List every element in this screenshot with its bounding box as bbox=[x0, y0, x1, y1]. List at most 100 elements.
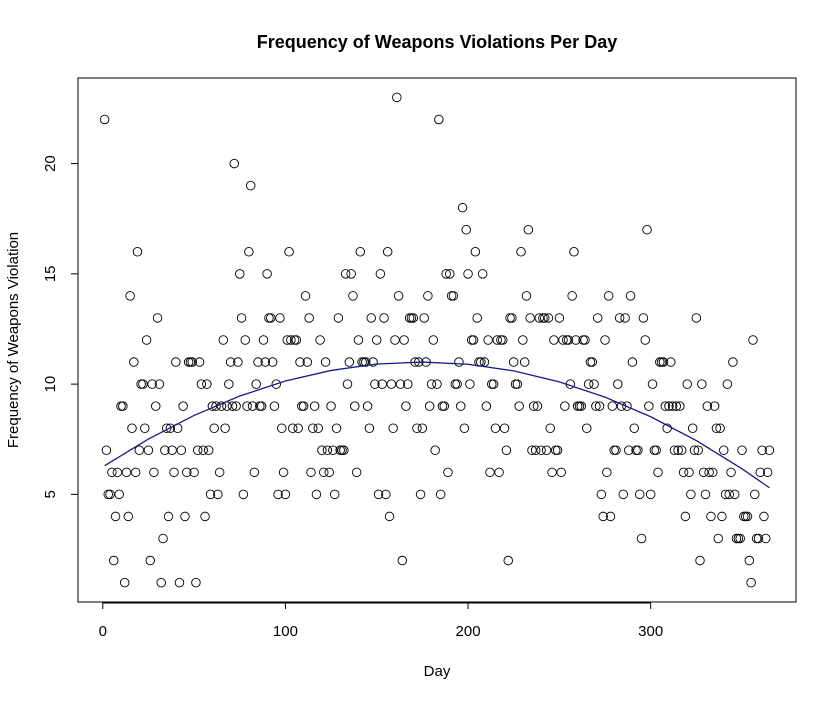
point bbox=[675, 401, 685, 411]
point bbox=[587, 357, 597, 367]
point bbox=[384, 511, 395, 522]
point bbox=[750, 489, 760, 500]
point bbox=[331, 423, 342, 433]
point bbox=[178, 401, 188, 411]
point bbox=[671, 401, 682, 411]
point bbox=[430, 445, 440, 456]
point bbox=[390, 335, 400, 345]
point bbox=[461, 224, 471, 235]
point bbox=[576, 401, 587, 411]
point bbox=[209, 423, 219, 433]
point bbox=[545, 423, 555, 433]
point bbox=[534, 313, 545, 323]
point bbox=[275, 313, 285, 323]
point bbox=[722, 379, 733, 389]
point bbox=[202, 379, 212, 389]
point bbox=[351, 467, 362, 478]
point bbox=[386, 379, 397, 389]
point bbox=[101, 445, 112, 456]
point bbox=[582, 423, 592, 433]
point bbox=[702, 401, 713, 411]
point bbox=[477, 269, 488, 279]
point bbox=[691, 313, 702, 323]
point bbox=[653, 467, 663, 478]
point bbox=[233, 357, 243, 367]
point bbox=[375, 269, 386, 279]
point bbox=[412, 423, 422, 433]
point bbox=[280, 489, 291, 500]
point bbox=[229, 158, 240, 169]
point bbox=[445, 269, 455, 279]
point bbox=[247, 401, 258, 411]
point bbox=[218, 335, 229, 345]
point bbox=[189, 467, 199, 478]
point bbox=[253, 357, 263, 367]
x-tick-label: 100 bbox=[273, 623, 298, 640]
point bbox=[709, 401, 720, 411]
point bbox=[319, 467, 329, 478]
point bbox=[613, 379, 623, 389]
point bbox=[746, 577, 756, 588]
point bbox=[377, 379, 387, 389]
point bbox=[244, 247, 254, 257]
point bbox=[448, 291, 459, 301]
point bbox=[121, 467, 132, 478]
point bbox=[620, 313, 630, 323]
point bbox=[541, 445, 552, 456]
point bbox=[649, 445, 660, 456]
point bbox=[713, 533, 724, 544]
point bbox=[759, 511, 769, 522]
point bbox=[443, 467, 453, 478]
point bbox=[547, 467, 557, 478]
point bbox=[567, 291, 577, 301]
point bbox=[160, 445, 170, 456]
point bbox=[574, 401, 585, 411]
point bbox=[589, 379, 599, 389]
point bbox=[656, 357, 667, 367]
point bbox=[198, 445, 208, 456]
point bbox=[174, 577, 185, 588]
point bbox=[468, 335, 479, 345]
point bbox=[503, 555, 513, 566]
point bbox=[764, 445, 775, 456]
point bbox=[629, 423, 640, 433]
point bbox=[554, 313, 565, 323]
point bbox=[329, 489, 340, 500]
point bbox=[428, 335, 439, 345]
point bbox=[472, 313, 482, 323]
point bbox=[417, 423, 428, 433]
point bbox=[99, 114, 110, 125]
point bbox=[718, 445, 729, 456]
point bbox=[213, 489, 223, 500]
point bbox=[455, 401, 466, 411]
point bbox=[269, 401, 280, 411]
point bbox=[364, 423, 375, 433]
point bbox=[470, 247, 481, 257]
point bbox=[550, 445, 561, 456]
point bbox=[134, 445, 145, 456]
point bbox=[141, 335, 152, 345]
point bbox=[324, 467, 334, 478]
point bbox=[194, 357, 205, 367]
point bbox=[540, 313, 550, 323]
point bbox=[454, 357, 464, 367]
point bbox=[287, 423, 298, 433]
point bbox=[532, 401, 543, 411]
point bbox=[437, 401, 448, 411]
point bbox=[397, 555, 408, 566]
point bbox=[309, 401, 320, 411]
point bbox=[494, 467, 504, 478]
point bbox=[150, 401, 161, 411]
point bbox=[344, 357, 355, 367]
point bbox=[143, 445, 154, 456]
point bbox=[169, 467, 179, 478]
point bbox=[326, 401, 336, 411]
point bbox=[419, 313, 429, 323]
point bbox=[236, 313, 247, 323]
point bbox=[340, 269, 351, 279]
point bbox=[264, 313, 274, 323]
point bbox=[171, 357, 181, 367]
point bbox=[408, 313, 419, 323]
point bbox=[291, 335, 302, 345]
